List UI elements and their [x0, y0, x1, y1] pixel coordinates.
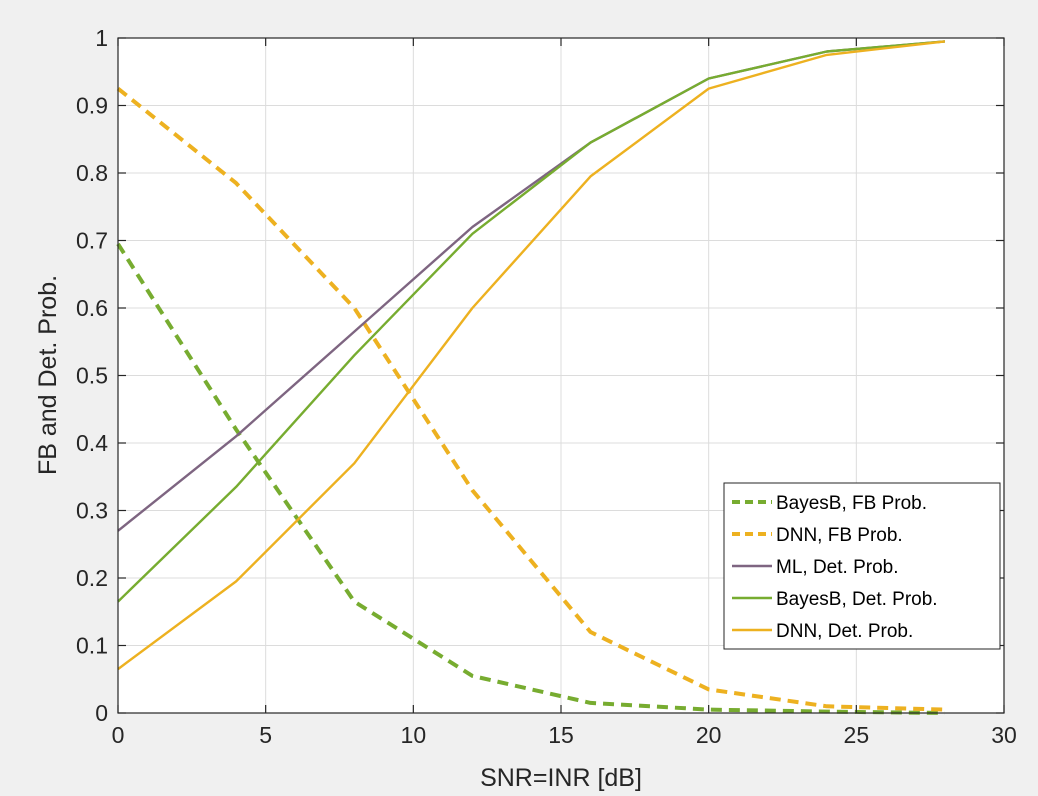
y-tick-label: 0.8 — [76, 160, 108, 186]
y-tick-label: 0.9 — [76, 93, 108, 119]
y-axis-label: FB and Det. Prob. — [34, 275, 62, 475]
y-tick-label: 0.1 — [76, 633, 108, 659]
series-line-3 — [117, 40, 946, 603]
y-tick-label: 0.2 — [76, 565, 108, 591]
ticks: 0 5 10 15 20 25 30 0 0.1 0.2 0.3 0.4 0.5 0.6 0.7 0.8 0.9… — [76, 25, 1017, 748]
series-layer — [116, 40, 946, 715]
x-tick-label: 20 — [696, 722, 722, 748]
y-tick-label: 0.4 — [76, 430, 108, 456]
legend-label: DNN, Det. Prob. — [776, 621, 913, 642]
x-tick-label: 0 — [112, 722, 125, 748]
y-tick-label: 0 — [95, 700, 108, 726]
x-axis-label: SNR=INR [dB] — [480, 764, 642, 792]
x-tick-label: 5 — [259, 722, 272, 748]
legend-label: ML, Det. Prob. — [776, 557, 899, 578]
legend-label: BayesB, FB Prob. — [776, 493, 927, 514]
y-tick-label: 0.5 — [76, 363, 108, 389]
x-tick-label: 25 — [844, 722, 870, 748]
legend-label: BayesB, Det. Prob. — [776, 589, 938, 610]
series-line-1 — [116, 87, 945, 712]
y-tick-label: 0.6 — [76, 295, 108, 321]
y-tick-label: 0.7 — [76, 228, 108, 254]
x-tick-label: 30 — [991, 722, 1017, 748]
series-line-0 — [116, 242, 945, 715]
x-tick-label: 15 — [548, 722, 574, 748]
y-tick-label: 1 — [95, 25, 108, 51]
grid — [118, 38, 1004, 713]
series-line-4 — [117, 40, 946, 671]
legend-label: DNN, FB Prob. — [776, 525, 903, 546]
y-tick-label: 0.3 — [76, 498, 108, 524]
x-tick-label: 10 — [401, 722, 427, 748]
legend: BayesB, FB Prob. DNN, FB Prob. ML, Det. Pr… — [723, 482, 1001, 650]
